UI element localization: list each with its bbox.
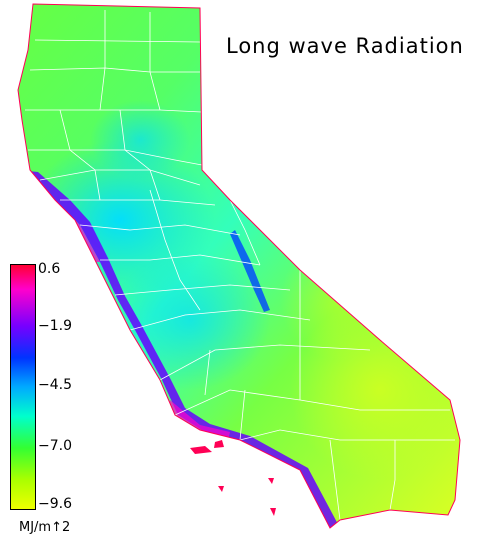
legend-units: MJ/m↑2 bbox=[19, 520, 71, 535]
legend-tick-2: −1.9 bbox=[38, 318, 72, 334]
county-lines bbox=[25, 10, 455, 521]
map-title: Long wave Radiation bbox=[226, 34, 464, 58]
state-outline bbox=[17, 3, 461, 529]
legend-colorbar bbox=[10, 264, 36, 510]
legend-tick-3: −4.5 bbox=[38, 377, 72, 393]
channel-islands bbox=[190, 440, 276, 516]
legend-tick-min: −9.6 bbox=[38, 496, 72, 512]
legend-tick-4: −7.0 bbox=[38, 438, 72, 454]
legend-tick-max: 0.6 bbox=[38, 261, 61, 277]
